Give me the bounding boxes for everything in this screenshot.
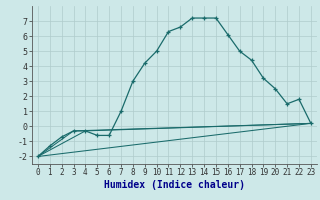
X-axis label: Humidex (Indice chaleur): Humidex (Indice chaleur) — [104, 180, 245, 190]
